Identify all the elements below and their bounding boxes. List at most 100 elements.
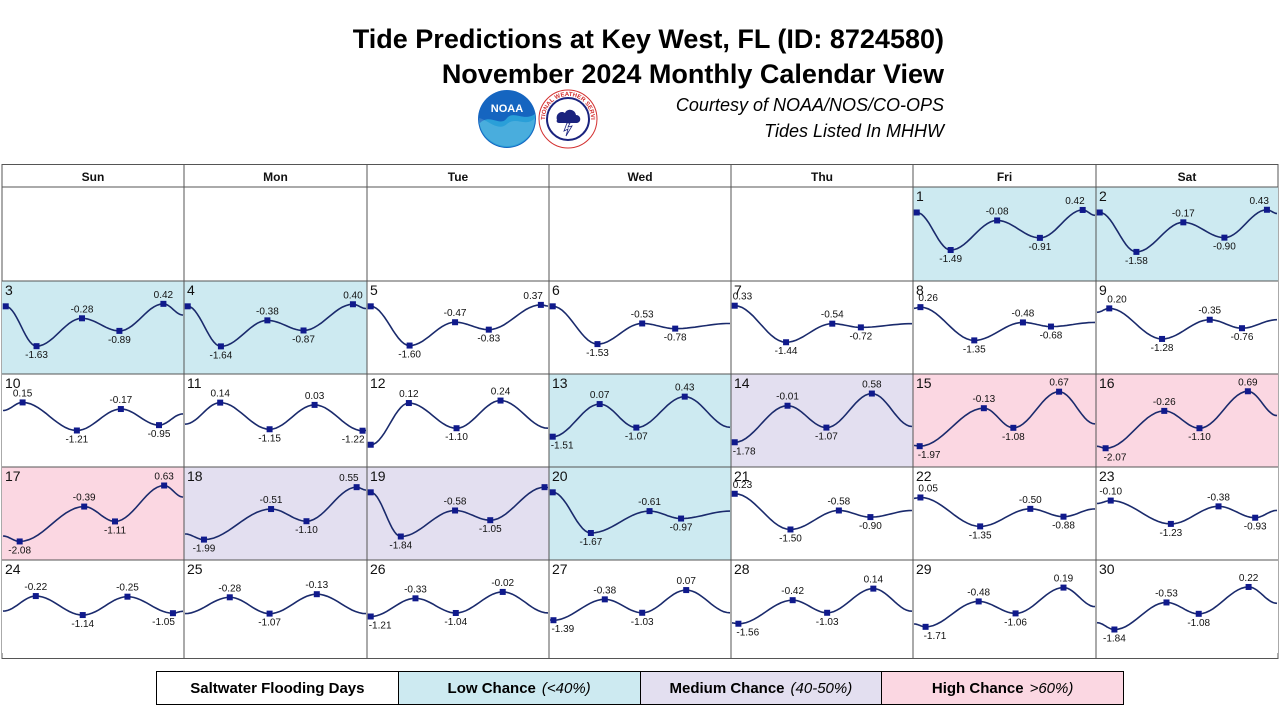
tide-marker <box>406 342 413 349</box>
tide-marker <box>1047 323 1054 330</box>
tide-value-label: 0.15 <box>13 388 33 399</box>
tide-value-label: 0.12 <box>399 389 419 400</box>
tide-value-label: 0.33 <box>733 292 753 303</box>
tide-value-label: -1.04 <box>444 617 467 628</box>
day-cell-9: 0.20 -1.28 -0.35 -0.76 9 <box>1096 281 1278 374</box>
tide-marker <box>917 494 924 501</box>
tide-marker <box>33 343 40 350</box>
legend-low-text: Low Chance <box>447 679 536 697</box>
tide-marker <box>367 303 374 310</box>
tide-marker <box>672 325 679 332</box>
tide-value-label: -1.07 <box>815 432 838 443</box>
tide-value-label: -0.02 <box>491 578 514 589</box>
tide-marker <box>1012 610 1019 617</box>
tide-value-label: -0.58 <box>444 496 467 507</box>
tide-marker <box>678 515 685 522</box>
tide-marker <box>452 507 459 514</box>
legend-medium-range: (40-50%) <box>790 679 853 697</box>
day-cell-bg <box>367 467 549 560</box>
tide-marker <box>161 482 168 489</box>
day-number: 2 <box>1099 188 1107 204</box>
day-number: 1 <box>916 188 924 204</box>
day-number: 26 <box>370 561 386 577</box>
tide-value-label: -0.01 <box>776 392 799 403</box>
tide-marker <box>541 484 548 491</box>
day-cell-bg <box>1096 187 1278 281</box>
tide-marker <box>452 319 459 326</box>
chart-title-line2: November 2024 Monthly Calendar View <box>441 59 944 89</box>
tide-marker <box>266 610 273 617</box>
tide-marker <box>453 425 460 432</box>
tide-value-label: -0.76 <box>1231 332 1254 343</box>
day-cell-16: -2.07 -0.26 -1.10 0.69 16 <box>1096 374 1278 467</box>
day-number: 9 <box>1099 282 1107 298</box>
tide-marker <box>79 612 86 619</box>
tide-value-label: -0.97 <box>670 523 693 534</box>
day-number: 3 <box>5 282 13 298</box>
day-number: 10 <box>5 375 21 391</box>
tide-value-label: 0.69 <box>1238 377 1258 388</box>
day-cell-8: 0.26 -1.35 -0.48 -0.68 8 <box>913 281 1096 374</box>
tide-marker <box>549 489 556 496</box>
tide-value-label: -0.78 <box>664 333 687 344</box>
day-cell-18: -1.99 -0.51 -1.10 0.55 18 <box>184 467 367 560</box>
day-cell-bg <box>367 281 549 374</box>
tide-marker <box>683 587 690 594</box>
tide-value-label: 0.43 <box>675 383 695 394</box>
day-cell-22: 0.05 -1.35 -0.50 -0.88 22 <box>913 467 1096 560</box>
tide-marker <box>303 518 310 525</box>
day-cell-20: -1.67 -0.61 -0.97 20 <box>549 467 731 560</box>
tide-value-label: -0.61 <box>638 497 661 508</box>
tide-marker <box>977 523 984 530</box>
day-cell-bg <box>913 374 1096 467</box>
day-cell-bg <box>731 560 913 653</box>
tide-value-label: -0.48 <box>967 587 990 598</box>
day-number: 15 <box>916 375 932 391</box>
credit-line1: Courtesy of NOAA/NOS/CO-OPS <box>675 95 944 115</box>
tide-value-label: -1.10 <box>1188 432 1211 443</box>
tide-value-label: -0.68 <box>1040 331 1063 342</box>
tide-marker <box>1079 206 1086 213</box>
tide-marker <box>1239 325 1245 332</box>
day-cell-bg <box>1096 467 1278 560</box>
tide-value-label: -0.48 <box>1012 308 1035 319</box>
day-cell-23: -0.10 -1.23 -0.38 -0.93 23 <box>1096 467 1278 560</box>
tide-value-label: -1.23 <box>1159 528 1182 539</box>
day-cell-17: -2.08 -0.39 -1.11 0.63 17 <box>2 467 184 560</box>
tide-value-label: 0.42 <box>154 290 174 301</box>
day-cell-bg <box>367 560 549 653</box>
calendar-gridlines <box>2 164 1278 659</box>
tide-marker <box>646 508 653 515</box>
legend-high-text: High Chance <box>931 679 1024 697</box>
tide-marker <box>1195 610 1202 617</box>
day-cell-26: -1.21 -0.33 -1.04 -0.02 26 <box>367 560 549 653</box>
tide-value-label: -0.72 <box>849 331 872 342</box>
day-cell-bg <box>184 374 367 467</box>
tide-value-label: -1.49 <box>939 254 962 265</box>
day-cell-21: 0.23 -1.50 -0.58 -0.90 21 <box>731 467 913 560</box>
tide-value-label: -1.53 <box>586 348 609 359</box>
tide-value-label: -0.38 <box>593 585 616 596</box>
tide-marker <box>870 585 877 592</box>
tide-value-label: -0.26 <box>1153 397 1176 408</box>
tide-value-label: -0.54 <box>821 310 844 321</box>
tide-marker <box>1060 513 1067 520</box>
tide-marker <box>596 401 603 408</box>
day-cell-29: -1.71 -0.48 -1.06 0.19 29 <box>913 560 1096 653</box>
tide-marker <box>112 518 118 525</box>
tide-marker <box>367 613 374 620</box>
day-number: 24 <box>5 561 21 577</box>
tide-marker <box>1060 584 1067 591</box>
tide-value-label: -0.83 <box>477 334 500 345</box>
tide-marker <box>79 315 85 322</box>
tide-value-label: -1.15 <box>258 433 281 444</box>
tide-marker <box>922 623 929 630</box>
day-number: 28 <box>734 561 750 577</box>
day-number: 22 <box>916 468 932 484</box>
tide-marker <box>1196 425 1203 432</box>
weekday-header-sat: Sat <box>1178 170 1197 184</box>
tide-value-label: 0.67 <box>1049 378 1069 389</box>
tide-value-label: -0.28 <box>71 304 94 315</box>
tide-value-label: -1.28 <box>1151 343 1174 354</box>
tide-value-label: -2.08 <box>8 545 31 556</box>
